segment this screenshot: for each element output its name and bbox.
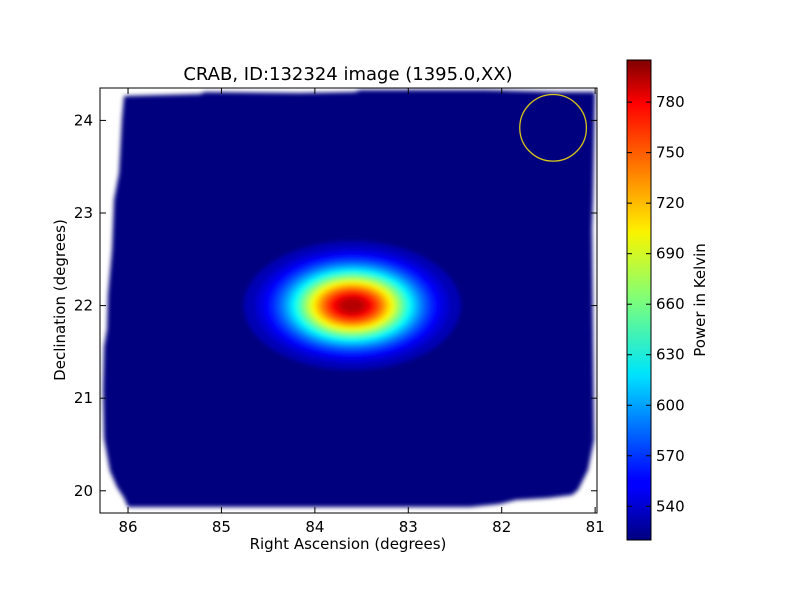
x-tick-label: 81 <box>586 518 605 536</box>
colorbar-tick-label: 690 <box>656 245 685 263</box>
colorbar-ticks: 540 570 600 630 660 690 720 750 780 <box>627 93 685 515</box>
y-axis-ticks: 20 21 22 23 24 <box>74 111 597 500</box>
colorbar-gradient <box>627 60 651 540</box>
y-tick-label: 20 <box>74 482 93 500</box>
colorbar-tick-label: 750 <box>656 144 685 162</box>
y-tick-label: 21 <box>74 389 93 407</box>
source-contour <box>340 298 364 313</box>
y-tick-label: 24 <box>74 111 93 129</box>
x-tick-label: 82 <box>492 518 511 536</box>
x-tick-label: 84 <box>305 518 324 536</box>
chart-title: CRAB, ID:132324 image (1395.0,XX) <box>183 64 512 85</box>
x-tick-label: 86 <box>118 518 137 536</box>
x-axis-ticks: 86 85 84 83 82 81 <box>118 88 605 536</box>
colorbar: 540 570 600 630 660 690 720 750 780 <box>626 59 685 541</box>
colorbar-tick-label: 600 <box>656 396 685 414</box>
colorbar-tick-label: 780 <box>656 93 685 111</box>
colorbar-tick-label: 720 <box>656 194 685 212</box>
x-tick-label: 85 <box>212 518 231 536</box>
colorbar-tick-label: 570 <box>656 447 685 465</box>
y-tick-label: 23 <box>74 204 93 222</box>
colorbar-tick-label: 660 <box>656 295 685 313</box>
x-axis-label: Right Ascension (degrees) <box>250 535 447 553</box>
colorbar-tick-label: 540 <box>656 497 685 515</box>
plot-area: 86 85 84 83 82 81 20 21 22 23 24 <box>74 87 605 536</box>
colorbar-frame <box>626 59 652 541</box>
beam-circle <box>519 93 588 162</box>
colorbar-label: Power in Kelvin <box>691 243 709 357</box>
y-tick-label: 22 <box>74 297 93 315</box>
y-axis-label: Declination (degrees) <box>51 219 69 381</box>
source-blob <box>243 241 461 371</box>
x-tick-label: 83 <box>399 518 418 536</box>
plot-frame <box>99 87 598 514</box>
colorbar-tick-label: 630 <box>656 346 685 364</box>
